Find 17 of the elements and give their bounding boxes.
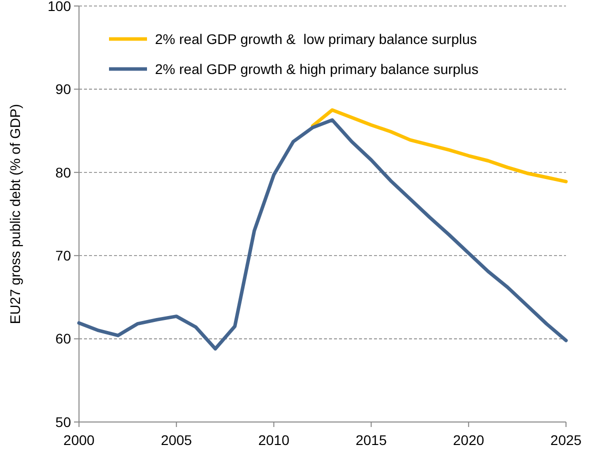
y-axis-title: EU27 gross public debt (% of GDP) <box>7 104 23 324</box>
x-tick-label: 2010 <box>258 432 290 448</box>
line-series <box>311 108 568 184</box>
x-tick-label: 2020 <box>453 432 484 448</box>
y-tick-label: 90 <box>55 81 72 98</box>
x-tick-label: 2025 <box>550 432 582 448</box>
line-series <box>77 118 568 351</box>
x-tick-label: 2000 <box>63 432 95 448</box>
y-tick-label: 80 <box>55 164 72 180</box>
y-tick-label: 100 <box>48 0 72 14</box>
y-tick-label: 50 <box>55 414 72 430</box>
legend-label: 2% real GDP growth & high primary balance surplus <box>155 60 478 77</box>
x-tick-label: 2015 <box>356 432 387 448</box>
y-tick-label: 70 <box>55 248 72 264</box>
y-tick-label: 60 <box>55 330 72 347</box>
x-tick-label: 2005 <box>160 432 192 448</box>
legend-label: 2% real GDP growth & low primary balance surplus <box>155 30 477 47</box>
